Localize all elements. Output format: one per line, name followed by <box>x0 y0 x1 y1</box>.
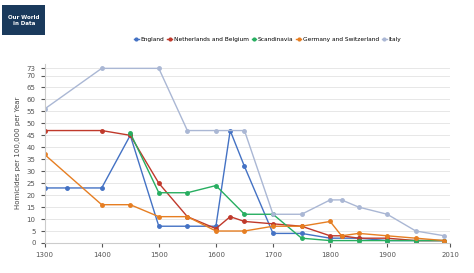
Italy <box>356 206 362 209</box>
Germany and Switzerland <box>184 215 190 218</box>
England <box>299 232 304 235</box>
England <box>441 239 447 242</box>
Line: England: England <box>43 129 446 242</box>
Text: Our World
in Data: Our World in Data <box>8 15 39 26</box>
Scandinavia <box>413 239 419 242</box>
Netherlands and Belgium <box>213 227 219 230</box>
Italy <box>213 129 219 132</box>
Italy <box>413 229 419 233</box>
Netherlands and Belgium <box>356 236 362 240</box>
Germany and Switzerland <box>270 225 276 228</box>
Italy <box>339 198 345 201</box>
England <box>228 129 233 132</box>
Netherlands and Belgium <box>128 134 133 137</box>
Netherlands and Belgium <box>413 239 419 242</box>
Germany and Switzerland <box>299 225 304 228</box>
Germany and Switzerland <box>42 153 47 156</box>
England <box>128 134 133 137</box>
Italy <box>184 129 190 132</box>
Scandinavia <box>213 184 219 187</box>
Netherlands and Belgium <box>184 215 190 218</box>
Netherlands and Belgium <box>156 182 162 185</box>
Scandinavia <box>184 191 190 194</box>
Y-axis label: Homicides per 100,000 per Year: Homicides per 100,000 per Year <box>15 97 21 209</box>
Germany and Switzerland <box>384 234 390 238</box>
Italy <box>270 213 276 216</box>
England <box>242 165 247 168</box>
Italy <box>441 234 447 238</box>
Germany and Switzerland <box>242 229 247 233</box>
Netherlands and Belgium <box>99 129 105 132</box>
Line: Italy: Italy <box>43 67 446 238</box>
Germany and Switzerland <box>339 234 345 238</box>
Italy <box>299 213 304 216</box>
Scandinavia <box>384 239 390 242</box>
Netherlands and Belgium <box>441 239 447 242</box>
Line: Scandinavia: Scandinavia <box>128 131 446 242</box>
Italy <box>327 198 333 201</box>
Scandinavia <box>327 239 333 242</box>
Scandinavia <box>270 213 276 216</box>
Germany and Switzerland <box>327 220 333 223</box>
England <box>42 186 47 189</box>
Scandinavia <box>441 239 447 242</box>
Germany and Switzerland <box>156 215 162 218</box>
Germany and Switzerland <box>441 239 447 242</box>
Scandinavia <box>356 239 362 242</box>
Netherlands and Belgium <box>42 129 47 132</box>
England <box>356 236 362 240</box>
Scandinavia <box>299 236 304 240</box>
England <box>270 232 276 235</box>
England <box>327 236 333 240</box>
Legend: England, Netherlands and Belgium, Scandinavia, Germany and Switzerland, Italy: England, Netherlands and Belgium, Scandi… <box>132 34 403 44</box>
Scandinavia <box>242 213 247 216</box>
Italy <box>156 67 162 70</box>
Netherlands and Belgium <box>339 234 345 238</box>
Scandinavia <box>128 131 133 135</box>
Netherlands and Belgium <box>228 215 233 218</box>
England <box>413 239 419 242</box>
Netherlands and Belgium <box>270 222 276 225</box>
Germany and Switzerland <box>413 236 419 240</box>
Netherlands and Belgium <box>327 234 333 238</box>
Italy <box>99 67 105 70</box>
England <box>213 225 219 228</box>
Germany and Switzerland <box>356 232 362 235</box>
England <box>184 225 190 228</box>
Germany and Switzerland <box>128 203 133 206</box>
Netherlands and Belgium <box>299 225 304 228</box>
Germany and Switzerland <box>213 229 219 233</box>
England <box>384 239 390 242</box>
England <box>156 225 162 228</box>
Italy <box>242 129 247 132</box>
Scandinavia <box>156 191 162 194</box>
Italy <box>42 107 47 111</box>
England <box>99 186 105 189</box>
Italy <box>384 213 390 216</box>
England <box>64 186 70 189</box>
Germany and Switzerland <box>99 203 105 206</box>
Line: Netherlands and Belgium: Netherlands and Belgium <box>43 129 446 242</box>
Netherlands and Belgium <box>384 236 390 240</box>
Netherlands and Belgium <box>242 220 247 223</box>
Line: Germany and Switzerland: Germany and Switzerland <box>43 153 446 242</box>
